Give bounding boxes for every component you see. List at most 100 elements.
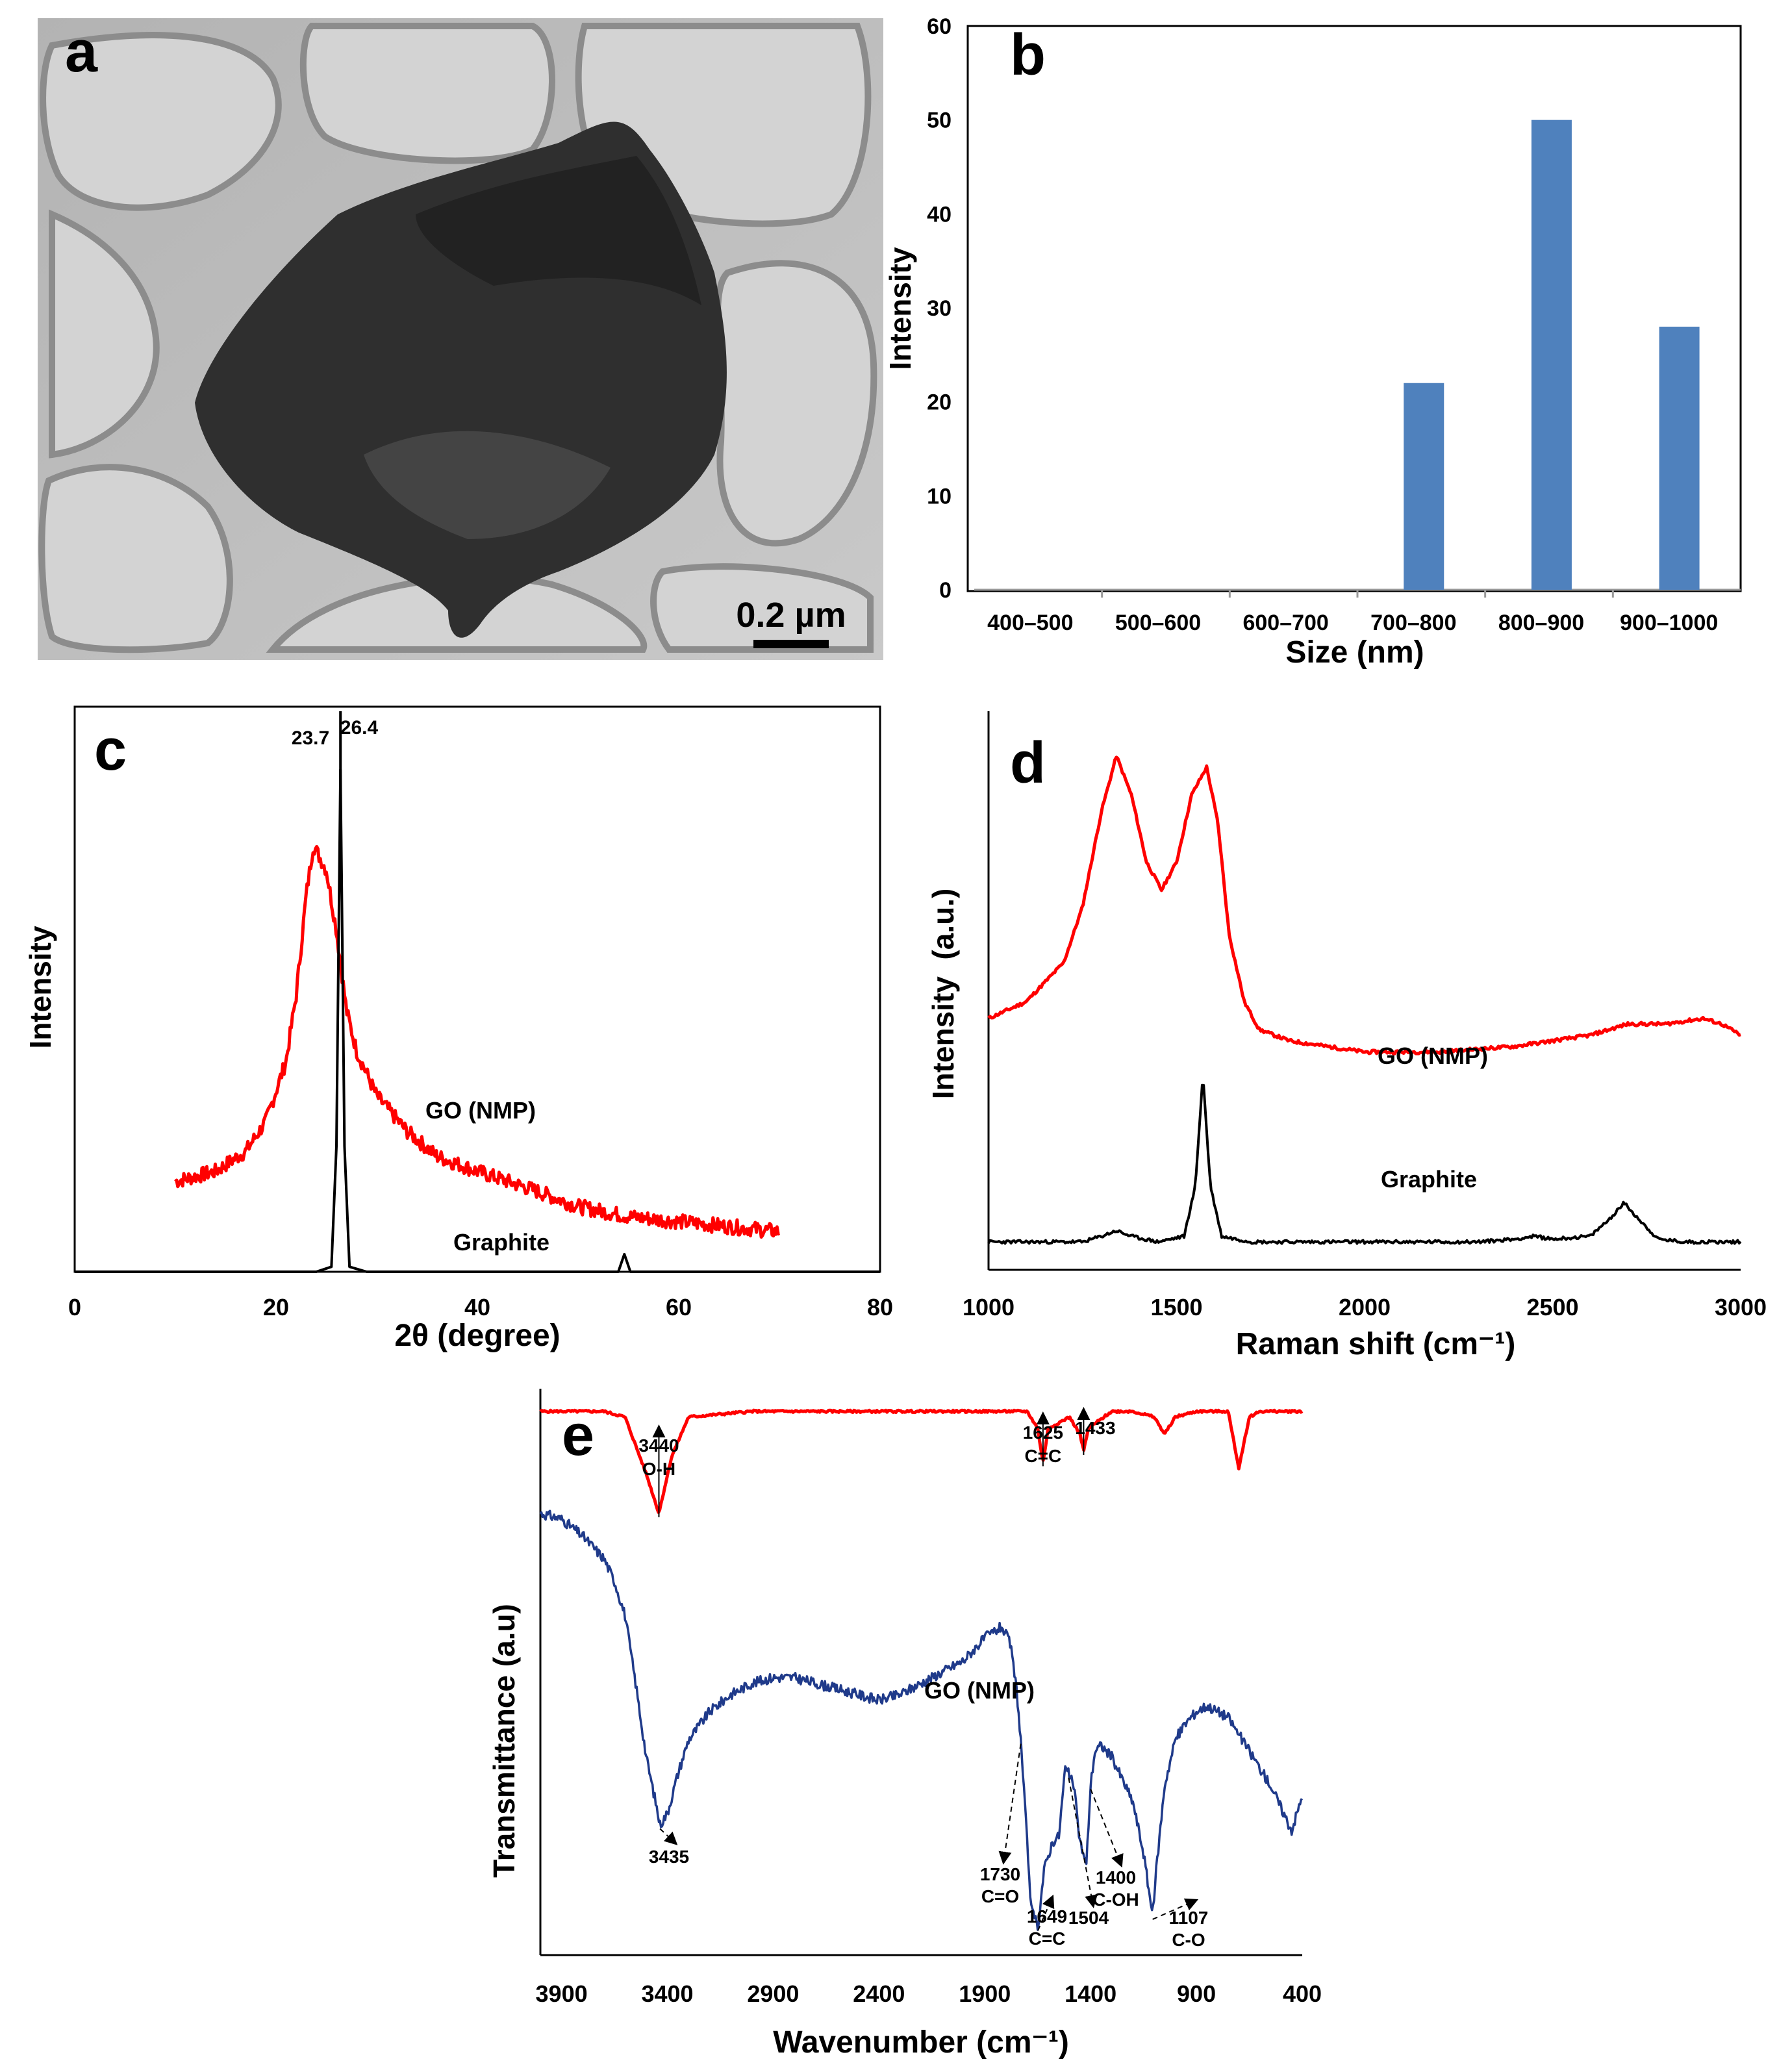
panel-b-x-ticks: 400–500 500–600 600–700 700–800 800–900 900–1… <box>987 590 1718 635</box>
panel-d-y-label: Intensity (a.u.) <box>926 889 960 1100</box>
panel-e-x-tick-label: 400 <box>1283 1980 1322 2007</box>
panel-c-label: c <box>94 718 127 783</box>
scale-bar <box>753 640 829 648</box>
panel-e-annotation-group: C=O <box>981 1886 1019 1906</box>
panel-b-y-label: Intensity <box>883 247 917 370</box>
panel-b-y-tick-label: 0 <box>939 578 952 603</box>
panel-e-annotation-group: C=C <box>1024 1446 1061 1466</box>
panel-e-x-tick-label: 1400 <box>1065 1980 1116 2007</box>
panel-e-x-ticks: 3900 3400 2900 2400 1900 1400 900 400 <box>536 1980 1322 2007</box>
panel-c-x-tick-label: 80 <box>867 1294 893 1320</box>
panel-e-annotation-wavenumber: 1433 <box>1075 1418 1115 1438</box>
panel-e-x-tick-label: 1900 <box>959 1980 1011 2007</box>
panel-d-series-go-nmp <box>987 755 1741 1055</box>
panel-b-x-tick-label: 600–700 <box>1242 611 1328 635</box>
panel-e-annotation-wavenumber: 3435 <box>649 1847 689 1867</box>
panel-e-annotation-wavenumber: 1107 <box>1169 1908 1209 1928</box>
panel-d: 1000 1500 2000 2500 3000 d GO (NMP) Graphite… <box>926 711 1767 1361</box>
panel-e-annotation-arrow <box>1152 1898 1199 1920</box>
panel-b-bars <box>1404 120 1700 590</box>
panel-e-annotation-wavenumber: 1730 <box>980 1864 1020 1884</box>
panel-b-bar <box>1531 120 1572 590</box>
panel-c-peak-label-23-7: 23.7 <box>292 727 329 749</box>
panel-d-series-graphite <box>987 1083 1742 1245</box>
scale-bar-label: 0.2 µm <box>736 596 846 635</box>
panel-c-series-label-graphite: Graphite <box>453 1229 549 1256</box>
panel-b-plot-frame <box>966 25 1742 592</box>
panel-a: a 0.2 µm <box>38 18 883 660</box>
panel-e-annotation-wavenumber: 3440 <box>638 1435 679 1456</box>
panel-a-label: a <box>65 19 98 84</box>
panel-b-y-tick-label: 40 <box>927 202 952 227</box>
panel-c-series-graphite <box>75 768 880 1273</box>
tem-grid-holes <box>38 23 877 653</box>
panel-b-y-ticks: 0 10 20 30 40 50 60 <box>927 14 952 603</box>
panel-b: 0 10 20 30 40 50 60 400–500 500–600 600–700 700–8… <box>883 14 1742 670</box>
panel-e-annotation-group: C-OH <box>1092 1889 1139 1910</box>
panel-c: 0 20 40 60 80 c 23.7 26.4 GO (NMP) Graphite … <box>23 705 893 1353</box>
panel-e-series-go-nmp <box>539 1510 1304 1931</box>
panel-e-annotation-group: C=C <box>1029 1928 1066 1949</box>
panel-b-y-tick-label: 50 <box>927 108 952 133</box>
panel-e: 3900 3400 2900 2400 1900 1400 900 400 3440 O-H 16… <box>487 1389 1322 2060</box>
panel-e-annotation-arrow <box>998 1743 1022 1865</box>
panel-e-annotation-arrow <box>1068 1777 1098 1908</box>
panel-e-annotation-arrow <box>659 1828 678 1845</box>
panel-e-x-tick-label: 3400 <box>641 1980 693 2007</box>
panel-d-x-tick-label: 1500 <box>1150 1294 1202 1320</box>
panel-b-bar <box>1659 326 1700 590</box>
panel-c-x-ticks: 0 20 40 60 80 <box>68 711 893 1320</box>
panel-d-series-label-graphite: Graphite <box>1381 1166 1477 1193</box>
panel-c-x-tick-label: 0 <box>68 1294 81 1320</box>
panel-b-x-tick-label: 400–500 <box>987 611 1073 635</box>
panel-b-x-tick-label: 500–600 <box>1115 611 1201 635</box>
panel-e-annotation-wavenumber: 1504 <box>1068 1908 1109 1928</box>
panel-e-annotation-wavenumber: 1400 <box>1096 1867 1136 1888</box>
panel-e-x-tick-label: 2400 <box>853 1980 905 2007</box>
panel-b-y-tick-label: 60 <box>927 14 952 39</box>
panel-d-x-tick-label: 2000 <box>1339 1294 1391 1320</box>
panel-e-annotations: 3440O-H1625C=C143334351730C=O1649C=C1504… <box>638 1407 1209 1950</box>
panel-c-series-label-go-nmp: GO (NMP) <box>425 1097 536 1124</box>
panel-b-bar <box>1404 383 1444 590</box>
panel-c-x-tick-label: 60 <box>666 1294 692 1320</box>
panel-d-x-tick-label: 3000 <box>1715 1294 1767 1320</box>
panel-e-annotation-arrow <box>1090 1789 1124 1868</box>
panel-e-series-label-go-nmp: GO (NMP) <box>924 1677 1035 1704</box>
panel-b-x-tick-label: 800–900 <box>1498 611 1584 635</box>
flake-thin-region <box>364 431 611 539</box>
panel-b-x-tick-label: 700–800 <box>1370 611 1456 635</box>
panel-c-plot-frame <box>73 705 881 1273</box>
panel-d-x-label: Raman shift (cm⁻¹) <box>1236 1327 1516 1361</box>
panel-b-y-tick-label: 10 <box>927 484 952 509</box>
panel-b-x-tick-label: 900–1000 <box>1620 611 1718 635</box>
panel-d-x-ticks: 1000 1500 2000 2500 3000 <box>963 1294 1767 1320</box>
panel-b-x-label: Size (nm) <box>1285 635 1424 670</box>
panel-d-series-label-go-nmp: GO (NMP) <box>1378 1042 1488 1069</box>
panel-c-x-label: 2θ (degree) <box>394 1319 560 1353</box>
panel-e-annotation-arrow <box>1037 1894 1055 1931</box>
panel-c-x-tick-label: 20 <box>263 1294 289 1320</box>
panel-b-label: b <box>1010 23 1046 88</box>
panel-e-x-tick-label: 3900 <box>536 1980 588 2007</box>
panel-e-label: e <box>562 1403 594 1468</box>
panel-e-x-tick-label: 900 <box>1177 1980 1216 2007</box>
panel-d-x-tick-label: 1000 <box>963 1294 1015 1320</box>
flake-dense-region <box>416 156 701 305</box>
panel-c-series-go-nmp <box>174 844 781 1239</box>
panel-c-x-tick-label: 40 <box>464 1294 490 1320</box>
panel-d-label: d <box>1010 731 1046 796</box>
panel-e-x-label: Wavenumber (cm⁻¹) <box>773 2025 1069 2060</box>
panel-d-x-tick-label: 2500 <box>1526 1294 1578 1320</box>
panel-c-y-label: Intensity <box>23 926 57 1049</box>
panel-e-annotation-group: O-H <box>642 1459 675 1479</box>
panel-e-series-top <box>539 1408 1304 1514</box>
panel-c-peak-label-26-4: 26.4 <box>340 717 379 739</box>
panel-b-y-tick-label: 20 <box>927 390 952 415</box>
panel-e-x-tick-label: 2900 <box>747 1980 799 2007</box>
panel-b-y-tick-label: 30 <box>927 296 952 321</box>
panel-e-annotation-group: C-O <box>1172 1930 1205 1950</box>
panel-e-annotation-wavenumber: 1625 <box>1023 1422 1063 1443</box>
panel-e-annotation-wavenumber: 1649 <box>1027 1906 1067 1927</box>
